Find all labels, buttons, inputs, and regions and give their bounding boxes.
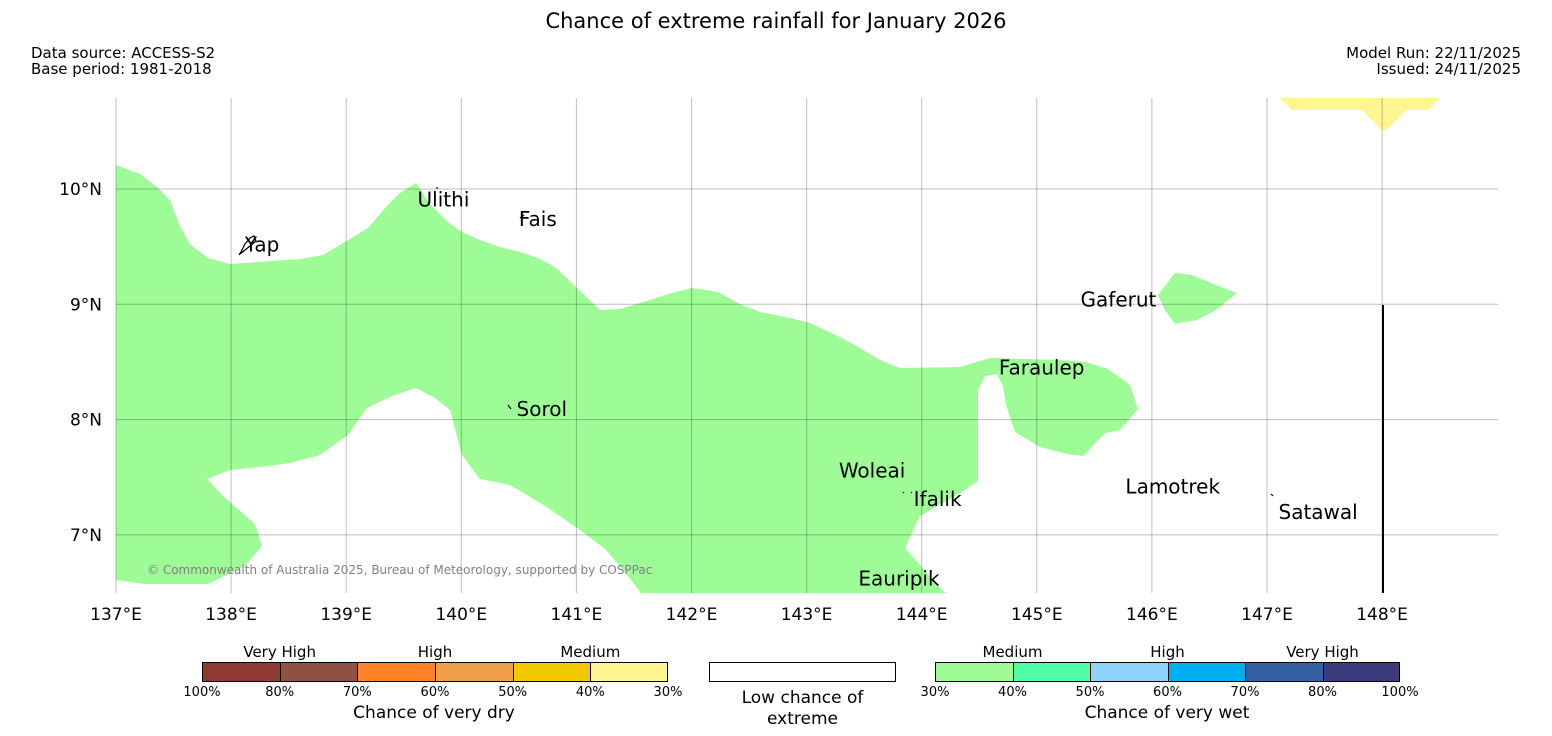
base-period: Base period: 1981-2018 [31,60,212,78]
island-markers [238,187,1274,497]
place-label-fais: Fais [519,207,557,231]
source-info: Data source: ACCESS-S2 Base period: 1981… [31,45,215,77]
wet-legend-title: Chance of very wet [1084,703,1250,723]
wet-legend-tick-label: 60% [1153,685,1182,700]
wet-legend-category-label: Very High [1286,643,1359,661]
wet-legend-swatch [935,662,1013,682]
dry-legend-swatch [202,662,280,682]
place-label-ifalik: Ifalik [914,487,962,511]
map-title: Chance of extreme rainfall for January 2… [545,9,1007,33]
dry-legend-swatch [590,662,668,682]
wet-legend-tick-label: 100% [1381,685,1419,700]
wet-medium-patch [1158,273,1237,324]
wet-legend-swatch [1322,662,1400,682]
place-label-eauripik: Eauripik [858,567,940,591]
longitude-label: 139°E [320,605,372,625]
longitude-labels: 137°E 138°E 139°E 140°E 141°E 142°E 143°E 144°E… [90,605,1408,625]
wet-legend-category-label: Medium [982,643,1043,661]
latitude-label: 7°N [70,526,102,546]
yap-island-icon [238,235,257,256]
latitude-labels: 10°N 9°N 8°N 7°N [59,180,102,546]
dry-legend-category-label: Medium [560,643,621,661]
dry-legend-tick-label: 100% [183,685,221,700]
place-label-gaferut: Gaferut [1081,288,1157,312]
latitude-label: 9°N [70,295,102,315]
wet-medium-region [116,165,1138,593]
low-chance-swatch [709,662,896,682]
wet-legend-tick-label: 50% [1075,685,1105,700]
longitude-label: 138°E [205,605,257,625]
dry-legend-swatch [279,662,358,682]
place-label-yap: Yap [244,232,279,256]
issued-date: Issued: 24/11/2025 [1376,60,1521,78]
run-info: Model Run: 22/11/2025 Issued: 24/11/2025 [1346,45,1521,77]
place-labels: Yap Ulithi Fais Gaferut Faraulep Sorol Woleai I… [244,187,1358,590]
place-label-satawal: Satawal [1279,500,1358,524]
place-label-lamotrek: Lamotrek [1125,474,1220,498]
longitude-label: 148°E [1356,605,1408,625]
longitude-label: 141°E [551,605,603,625]
wet-legend-tick-label: 30% [920,685,950,700]
longitude-label: 140°E [435,605,487,625]
longitude-label: 143°E [781,605,833,625]
longitude-label: 146°E [1126,605,1178,625]
copyright-notice: © Commonwealth of Australia 2025, Bureau… [147,563,652,577]
satawal-island-icon [1270,493,1274,497]
latitude-label: 8°N [70,411,102,431]
fais-island-icon [519,214,525,219]
wet-legend-tick-label: 80% [1308,685,1337,700]
dry-legend-tick-label: 30% [653,685,683,700]
dry-legend-tick-label: 60% [420,685,450,700]
place-label-sorol: Sorol [517,397,568,421]
dry-legend-tick-label: 70% [342,685,372,700]
place-label-faraulep: Faraulep [999,356,1085,380]
wet-legend-tick-label: 70% [1230,685,1260,700]
wet-legend-swatch [1167,662,1245,682]
longitude-label: 147°E [1241,605,1293,625]
sorol-island-icon [507,404,512,410]
data-source: Data source: ACCESS-S2 [31,44,216,62]
low-chance-label: Low chance of extreme [741,688,864,729]
dry-legend-swatch [512,662,591,682]
longitude-label: 142°E [666,605,718,625]
dry-legend-tick-label: 80% [265,685,295,700]
dry-legend-swatch [435,662,513,682]
ifalik-island-icon [902,491,913,494]
model-run: Model Run: 22/11/2025 [1346,44,1521,62]
longitude-label: 137°E [90,605,142,625]
dry-medium-region [1280,98,1440,132]
longitude-label: 145°E [1011,605,1063,625]
dry-legend-category-label: High [417,643,453,661]
dry-legend-tick-label: 40% [575,685,605,700]
latitude-label: 10°N [59,180,102,200]
map-grid [115,98,1498,593]
rainfall-map: 137°E 138°E 139°E 140°E 141°E 142°E 143°E 144°E… [59,98,1498,625]
dry-legend-swatch [357,662,435,682]
dry-legend-tick-label: 50% [498,685,528,700]
wet-legend-tick-label: 40% [998,685,1027,700]
place-label-woleai: Woleai [839,458,906,482]
dry-legend-title: Chance of very dry [353,703,515,723]
longitude-label: 144°E [896,605,948,625]
dry-legend-category-label: Very High [243,643,316,661]
wet-legend-category-label: High [1150,643,1185,661]
wet-legend-swatch [1090,662,1168,682]
wet-legend-swatch [1012,662,1090,682]
place-label-ulithi: Ulithi [418,187,470,211]
wet-legend-swatch [1245,662,1323,682]
